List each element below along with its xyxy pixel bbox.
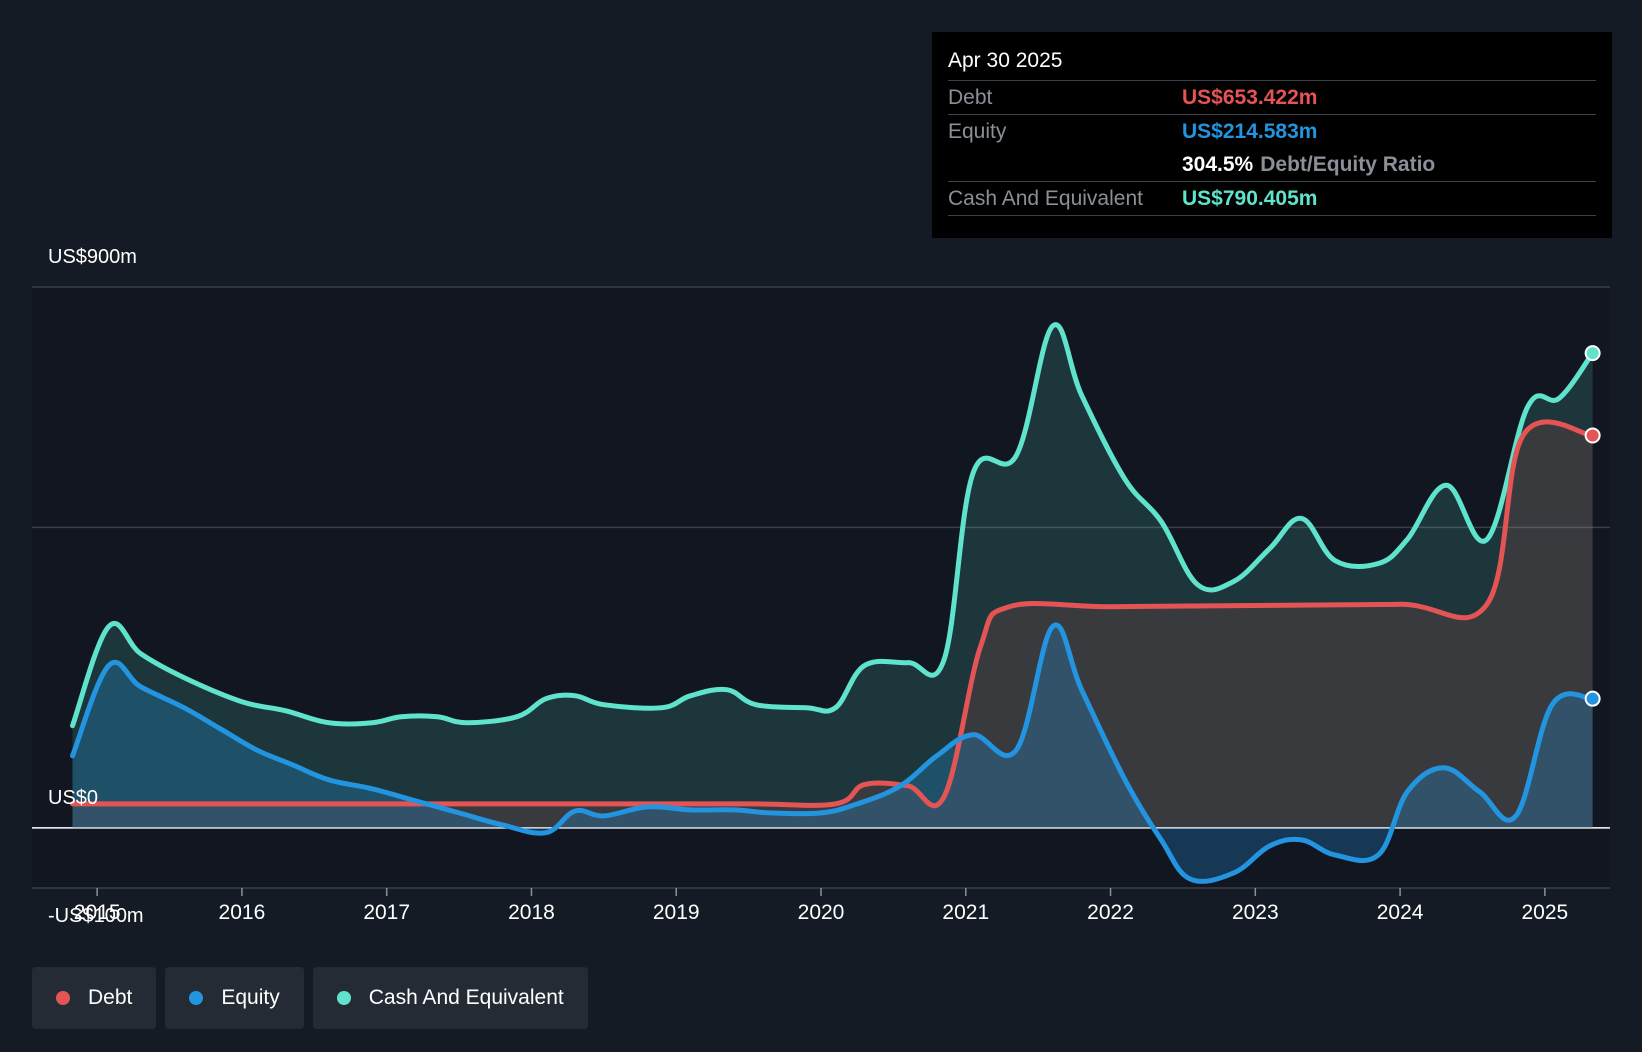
legend-label-debt: Debt (88, 986, 133, 1009)
tooltip-date: Apr 30 2025 (948, 49, 1063, 72)
tooltip-cash-value: US$790.405m (1182, 186, 1318, 210)
plot-background (32, 287, 1610, 888)
tooltip-debt-value: US$653.422m (1182, 85, 1318, 109)
x-tick-label: 2015 (74, 901, 121, 924)
tooltip-equity-row: Equity US$214.583m (948, 114, 1596, 148)
legend-label-equity: Equity (221, 986, 280, 1009)
legend-label-cash: Cash And Equivalent (368, 986, 564, 1009)
x-tick-label: 2023 (1232, 901, 1279, 924)
legend-item-debt[interactable]: Debt (32, 967, 157, 1029)
equity-end-marker (1584, 690, 1601, 707)
x-tick-label: 2022 (1087, 901, 1134, 924)
tooltip-debt-row: Debt US$653.422m (948, 80, 1596, 114)
tooltip-cash-label: Cash And Equivalent (948, 186, 1143, 210)
tooltip-ratio-value: 304.5% (1182, 152, 1254, 176)
cash-and-equivalent-line (70, 322, 1596, 729)
series-lines (70, 322, 1596, 884)
legend-item-equity[interactable]: Equity (165, 967, 304, 1029)
tooltip-cash-row: Cash And Equivalent US$790.405m (948, 181, 1596, 216)
chart-legend: Debt Equity Cash And Equivalent (32, 967, 588, 1029)
x-tick-label: 2016 (219, 901, 266, 924)
equity-dot-icon (189, 991, 204, 1005)
tooltip-ratio-row: 304.5% Debt/Equity Ratio (948, 148, 1596, 181)
x-tick-label: 2025 (1521, 901, 1568, 924)
y-axis-label: US$0 (48, 787, 98, 809)
tooltip-debt-label: Debt (948, 85, 993, 109)
legend-item-cash[interactable]: Cash And Equivalent (312, 967, 588, 1029)
equity-area (72, 624, 1593, 882)
x-axis-ticks: 2015 2016 2017 2018 2019 2020 2021 2022 2023 2024… (74, 888, 1568, 924)
equity-line (70, 622, 1596, 884)
debt-area (72, 421, 1593, 828)
y-axis-labels: US$900m US$0 -US$100m (48, 246, 144, 927)
tooltip-equity-value: US$214.583m (1182, 119, 1318, 143)
x-tick-label: 2024 (1377, 901, 1424, 924)
cash-and-equivalent-end-marker (1584, 345, 1601, 362)
cash-dot-icon (336, 991, 351, 1005)
x-tick-label: 2020 (798, 901, 845, 924)
x-tick-label: 2017 (363, 901, 410, 924)
y-axis-label: US$900m (48, 246, 137, 268)
cash-and-equivalent-area (72, 324, 1593, 828)
data-tooltip: Apr 30 2025 Debt US$653.422m Equity US$2… (932, 32, 1612, 238)
x-tick-label: 2019 (653, 901, 700, 924)
y-axis-label: -US$100m (48, 905, 144, 927)
tooltip-ratio-label: Debt/Equity Ratio (1260, 152, 1436, 176)
debt-dot-icon (56, 991, 70, 1005)
x-tick-label: 2018 (508, 901, 555, 924)
series-areas (72, 324, 1593, 882)
x-tick-label: 2021 (942, 901, 989, 924)
debt-end-marker (1584, 427, 1601, 444)
tooltip-equity-label: Equity (948, 119, 1007, 143)
series-end-markers (1584, 345, 1601, 707)
